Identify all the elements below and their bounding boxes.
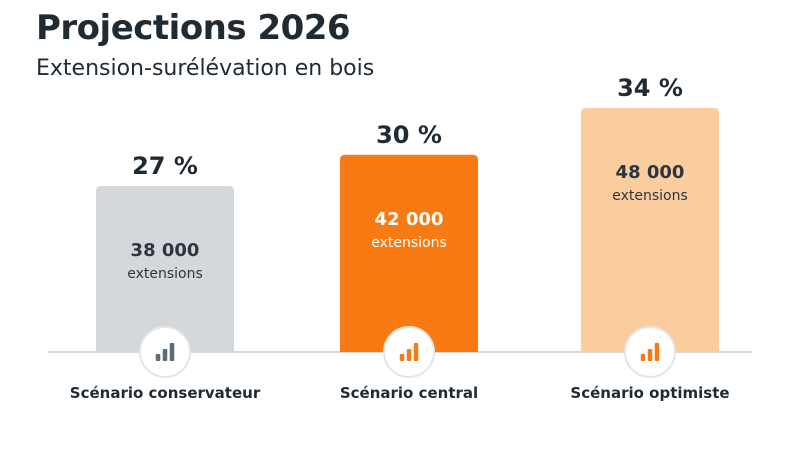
- bar-group: 34 % 48 000 extensions Scénario optimiste: [570, 74, 729, 402]
- unit-label: extensions: [612, 188, 688, 204]
- unit-label: extensions: [371, 235, 447, 251]
- percent-label: 27 %: [132, 152, 198, 180]
- bar-chart-icon: [383, 326, 435, 378]
- percent-label: 34 %: [617, 74, 683, 102]
- percent-label: 30 %: [376, 121, 442, 149]
- bar: [581, 108, 719, 352]
- category-label: Scénario optimiste: [570, 384, 729, 402]
- bar: [96, 186, 234, 352]
- value-label: 48 000: [616, 162, 685, 183]
- value-label: 42 000: [375, 209, 444, 230]
- bar-group: 27 % 38 000 extensions Scénario conservateu…: [70, 152, 261, 402]
- bar-chart-icon: [624, 326, 676, 378]
- bar: [340, 154, 478, 352]
- bar-group: 30 % 42 000 extensions Scénario central: [340, 121, 478, 402]
- unit-label: extensions: [127, 266, 203, 282]
- category-label: Scénario central: [340, 384, 478, 402]
- chart-title: Projections 2026: [36, 8, 351, 48]
- value-label: 38 000: [131, 240, 200, 261]
- chart-subtitle: Extension-surélévation en bois: [36, 56, 375, 81]
- bar-chart-icon: [139, 326, 191, 378]
- category-label: Scénario conservateur: [70, 384, 261, 402]
